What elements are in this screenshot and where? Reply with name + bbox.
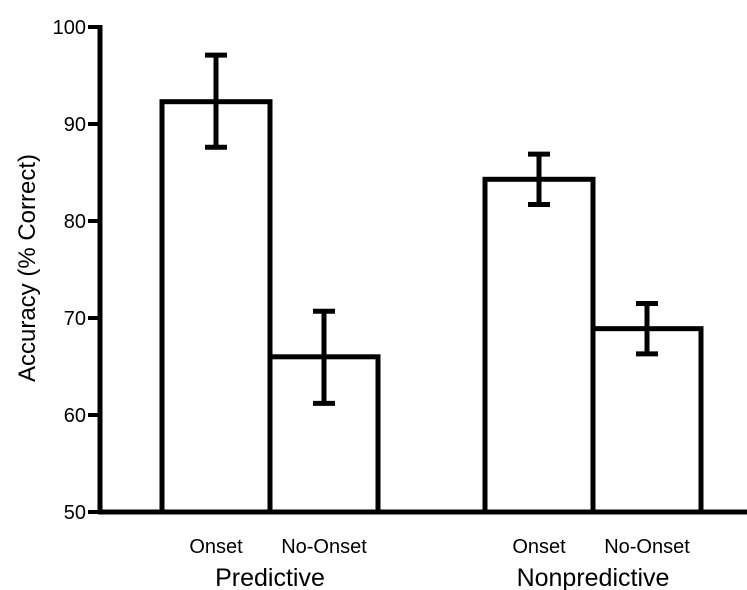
group-label: Nonpredictive <box>517 564 670 590</box>
y-tick-label: 70 <box>64 308 86 330</box>
y-axis-ticks: 50 60 70 80 90 100 <box>53 17 100 524</box>
bar-label: No-Onset <box>281 536 367 558</box>
y-tick-label: 60 <box>64 405 86 427</box>
y-tick-label: 50 <box>64 502 86 524</box>
bar <box>482 176 596 515</box>
category-labels: Onset No-Onset Predictive Onset No-Onset Nonp… <box>189 536 690 590</box>
y-tick-label: 90 <box>64 114 86 136</box>
axes-layer <box>97 25 747 515</box>
bar-label: No-Onset <box>604 536 690 558</box>
y-tick-label: 100 <box>53 17 86 39</box>
bar <box>159 99 273 515</box>
group-label: Predictive <box>215 564 325 590</box>
bar-label: Onset <box>512 536 566 558</box>
bars-layer <box>159 99 704 515</box>
y-axis-title: Accuracy (% Correct) <box>14 154 41 382</box>
error-bars-layer <box>205 52 658 406</box>
bar <box>590 326 704 515</box>
y-tick-label: 80 <box>64 211 86 233</box>
bar-label: Onset <box>189 536 243 558</box>
